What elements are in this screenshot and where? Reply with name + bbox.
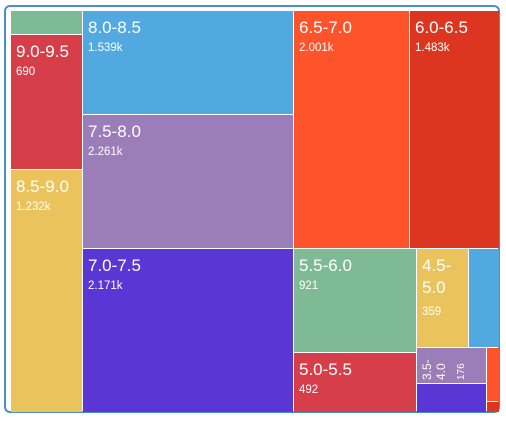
tile-rect[interactable] — [487, 402, 499, 412]
tile-rotated-labels: 3.5-4.0 176 — [420, 359, 467, 380]
tile-name-label: 5.5-6.0 — [299, 256, 352, 275]
tile-rect[interactable] — [417, 384, 486, 412]
tile-value-label: 690 — [16, 66, 35, 78]
tile-value-label: 492 — [299, 384, 318, 396]
tile-name-label: 4.5-5.0 — [422, 256, 451, 297]
tile-name-label: 9.0-9.5 — [16, 42, 69, 61]
tile-rect[interactable] — [410, 11, 499, 248]
tile-name-label: 3.5-4.0 — [420, 359, 448, 380]
tile-unlabeled-14[interactable] — [417, 384, 486, 412]
tile-value-label: 2.171k — [88, 280, 123, 292]
tile-7-5-8-0[interactable]: 7.5-8.0 2.261k — [83, 115, 293, 248]
tile-rect[interactable] — [294, 249, 416, 352]
tile-rect[interactable] — [11, 11, 82, 34]
tile-rect[interactable] — [469, 249, 499, 347]
tile-value-label: 2.261k — [88, 146, 123, 158]
tile-6-5-7-0[interactable]: 6.5-7.0 2.001k — [294, 11, 409, 248]
tile-rect[interactable] — [11, 170, 82, 412]
tile-rect[interactable] — [294, 11, 409, 248]
tile-7-0-7-5[interactable]: 7.0-7.5 2.171k — [83, 249, 293, 412]
tile-name-label: 7.5-8.0 — [88, 122, 141, 141]
tile-rect[interactable] — [487, 348, 499, 401]
tile-value-label: 1.539k — [88, 42, 123, 54]
tile-rect[interactable] — [417, 348, 486, 383]
tile-value-label: 176 — [456, 363, 467, 380]
tile-3-5-4-0[interactable]: 3.5-4.0 176 — [417, 348, 486, 383]
tile-unlabeled-11[interactable] — [469, 249, 499, 347]
tile-name-label: 6.5-7.0 — [299, 18, 352, 37]
tile-8-5-9-0[interactable]: 8.5-9.0 1.232k — [11, 170, 82, 412]
tile-rect[interactable] — [417, 249, 468, 347]
tile-name-label: 8.5-9.0 — [16, 177, 69, 196]
tile-value-label: 359 — [422, 306, 441, 318]
tile-8-0-8-5[interactable]: 8.0-8.5 1.539k — [83, 11, 293, 114]
tile-name-label: 7.0-7.5 — [88, 256, 141, 275]
tile-rect[interactable] — [83, 11, 293, 114]
tile-5-5-6-0[interactable]: 5.5-6.0 921 — [294, 249, 416, 352]
tile-4-5-5-0[interactable]: 4.5-5.0 359 — [417, 249, 468, 347]
tile-value-label: 2.001k — [299, 42, 334, 54]
tile-6-0-6-5[interactable]: 6.0-6.5 1.483k — [410, 11, 499, 248]
tile-5-0-5-5[interactable]: 5.0-5.5 492 — [294, 353, 416, 412]
tile-rect[interactable] — [11, 35, 82, 169]
tile-value-label: 1.232k — [16, 201, 51, 213]
tile-name-label: 5.0-5.5 — [299, 360, 352, 379]
tile-value-label: 921 — [299, 280, 318, 292]
tile-name-label: 6.0-6.5 — [415, 18, 468, 37]
tile-value-label: 1.483k — [415, 42, 450, 54]
tile-rect[interactable] — [294, 353, 416, 412]
tile-name-label: 8.0-8.5 — [88, 18, 141, 37]
tile-rect[interactable] — [83, 115, 293, 248]
tile-unlabeled-15[interactable] — [487, 402, 499, 412]
tile-unlabeled-13[interactable] — [487, 348, 499, 401]
tile-unlabeled-0[interactable] — [11, 11, 82, 34]
tile-rect[interactable] — [83, 249, 293, 412]
tile-9-0-9-5[interactable]: 9.0-9.5 690 — [11, 35, 82, 169]
